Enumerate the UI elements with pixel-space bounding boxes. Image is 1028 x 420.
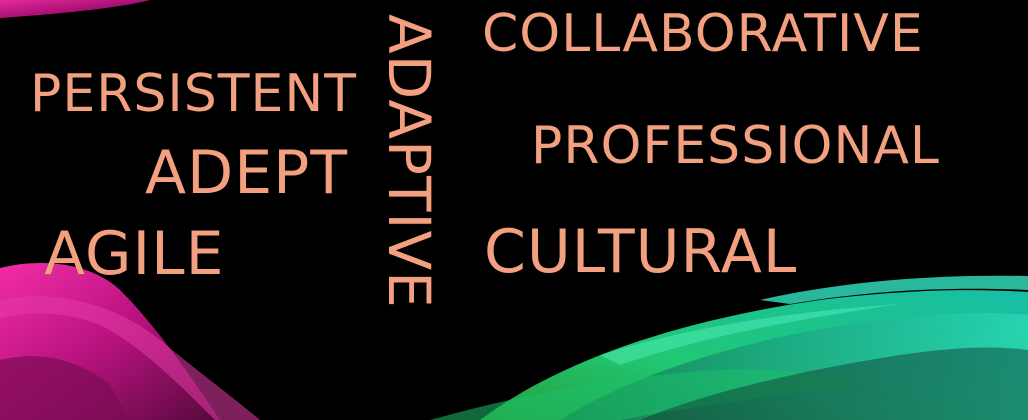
magenta-ribbon-top — [0, 0, 150, 18]
word-persistent: PERSISTENT — [30, 64, 357, 124]
word-cultural: CULTURAL — [484, 217, 798, 287]
word-agile: AGILE — [44, 219, 225, 289]
word-adaptive-vertical: ADAPTIVE — [375, 14, 443, 309]
word-collaborative: COLLABORATIVE — [482, 4, 924, 64]
word-adept: ADEPT — [145, 138, 348, 208]
word-professional: PROFESSIONAL — [531, 116, 940, 176]
